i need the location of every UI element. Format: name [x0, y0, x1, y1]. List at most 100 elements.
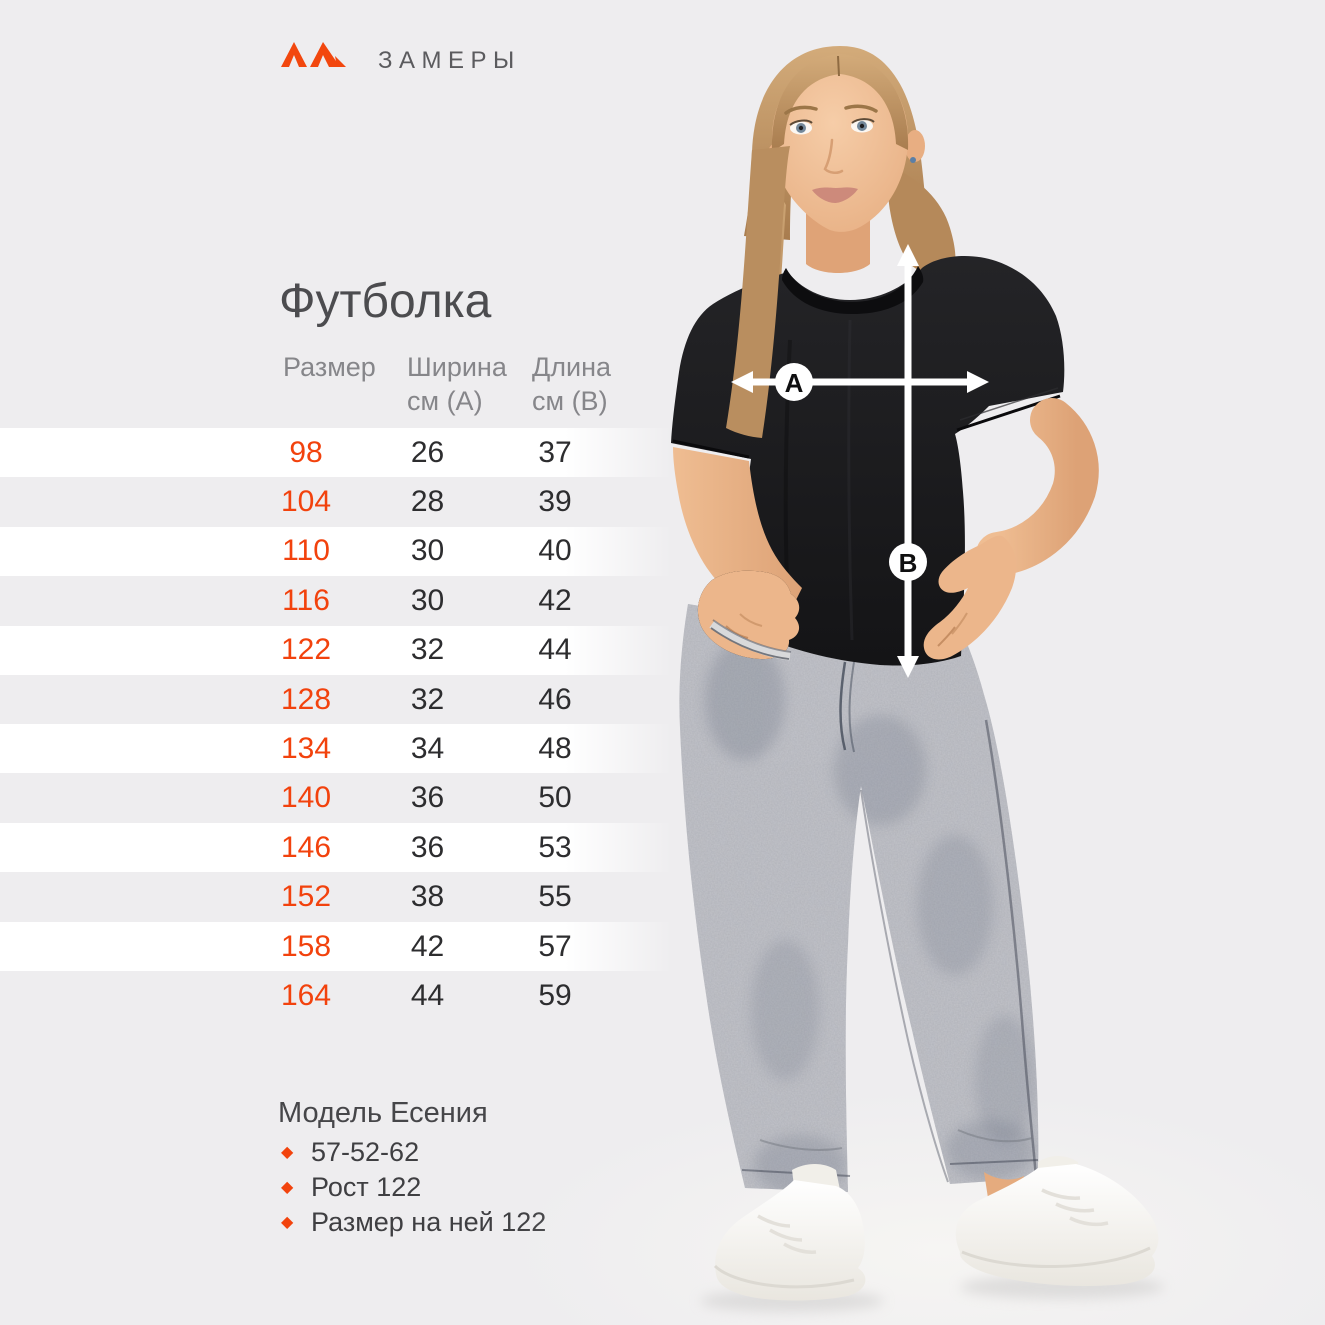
column-header-size: Размер — [283, 352, 376, 382]
t-shirt — [671, 255, 1065, 666]
ankle — [984, 1172, 1024, 1202]
width-cell: 38 — [410, 880, 445, 914]
size-cell: 152 — [280, 880, 332, 914]
double-chevron-logo-icon — [281, 42, 346, 67]
length-label: B — [899, 548, 918, 578]
row-stripe — [0, 922, 684, 971]
length-cell: 48 — [538, 732, 572, 766]
width-cell: 34 — [410, 732, 445, 766]
size-cell: 164 — [280, 978, 332, 1012]
table-row: 134 34 48 — [250, 724, 618, 773]
length-cell: 57 — [538, 929, 572, 963]
left-arm — [673, 447, 802, 661]
size-cell: 104 — [280, 485, 332, 519]
table-row: 104 28 39 — [250, 477, 618, 526]
brand-wordmark: ЗАМЕРЫ — [378, 47, 521, 74]
size-cell: 134 — [280, 732, 332, 766]
model-info-list: ◆ 57-52-62 ◆ Рост 122 ◆ Размер на ней 122 — [281, 1135, 546, 1240]
width-cell: 30 — [410, 583, 445, 617]
table-row: 152 38 55 — [250, 873, 618, 922]
width-cell: 36 — [410, 781, 445, 815]
length-label-circle: B — [889, 543, 927, 581]
eyes — [789, 118, 875, 135]
length-cell: 50 — [538, 781, 572, 815]
row-stripe — [0, 527, 684, 576]
hair-part — [837, 55, 840, 77]
bullet-text: 57-52-62 — [311, 1137, 420, 1167]
width-cell: 26 — [410, 435, 445, 469]
length-cell: 39 — [538, 485, 572, 519]
width-cell: 30 — [410, 534, 445, 568]
jeans — [679, 604, 1039, 1192]
size-cell: 128 — [280, 682, 332, 716]
row-stripe — [0, 626, 684, 675]
bullet-text: Рост 122 — [311, 1172, 422, 1202]
width-label: A — [785, 368, 804, 398]
table-row: 116 30 42 — [250, 576, 618, 625]
sneaker-left — [713, 1164, 866, 1301]
width-cell: 42 — [410, 929, 445, 963]
length-cell: 53 — [538, 830, 572, 864]
row-stripe — [0, 724, 684, 773]
size-cell: 140 — [280, 781, 332, 815]
shoe-shadows — [700, 1275, 1164, 1312]
hair-cap — [771, 54, 909, 152]
width-cell: 36 — [410, 830, 445, 864]
length-cell: 59 — [538, 978, 572, 1012]
row-stripe — [0, 428, 684, 477]
pocket-trim — [709, 620, 791, 661]
width-cell: 32 — [410, 633, 445, 667]
table-row: 98 26 37 — [250, 428, 618, 477]
face — [771, 54, 909, 232]
size-cell: 116 — [282, 583, 330, 617]
column-header-width: Ширина см (A) — [407, 352, 507, 416]
list-item: ◆ 57-52-62 — [281, 1135, 546, 1170]
length-arrow — [897, 244, 919, 678]
size-cell: 98 — [289, 435, 323, 469]
length-cell: 55 — [538, 880, 572, 914]
neck — [806, 204, 870, 273]
earring-icon — [773, 167, 779, 173]
width-cell: 28 — [410, 485, 445, 519]
fly-seam — [839, 661, 847, 751]
table-row: 122 32 44 — [250, 626, 618, 675]
page-title: Футболка — [279, 275, 492, 328]
lips — [812, 187, 858, 203]
bullet-diamond-icon: ◆ — [281, 1143, 294, 1161]
length-cell: 42 — [538, 583, 572, 617]
sneaker-right — [955, 1156, 1159, 1287]
width-label-circle: A — [775, 363, 813, 401]
list-item: ◆ Рост 122 — [281, 1170, 546, 1205]
length-cell: 46 — [538, 682, 572, 716]
length-cell: 37 — [538, 435, 572, 469]
model-info-heading: Модель Есения — [278, 1097, 488, 1129]
size-cell: 158 — [280, 929, 332, 963]
nose — [823, 138, 844, 174]
ears — [767, 130, 925, 173]
earring-icon — [910, 157, 916, 163]
size-cell: 110 — [282, 534, 330, 568]
table-row: 140 36 50 — [250, 774, 618, 823]
size-table: 98 26 37 104 28 39 110 30 40 116 30 42 122 32 44 1… — [250, 428, 618, 1021]
row-stripe — [0, 823, 684, 872]
list-item: ◆ Размер на ней 122 — [281, 1205, 546, 1240]
left-hand — [697, 570, 800, 660]
right-hand — [923, 535, 1017, 660]
size-cell: 146 — [280, 830, 332, 864]
hair — [726, 46, 956, 438]
width-arrow — [731, 371, 989, 393]
bullet-text: Размер на ней 122 — [311, 1207, 547, 1237]
side-seam — [984, 719, 1038, 1179]
brand-logo — [279, 40, 347, 69]
table-row: 110 30 40 — [250, 527, 618, 576]
table-row: 164 44 59 — [250, 971, 618, 1020]
table-row: 128 32 46 — [250, 675, 618, 724]
table-row: 158 42 57 — [250, 922, 618, 971]
width-cell: 44 — [410, 978, 445, 1012]
length-cell: 40 — [538, 534, 572, 568]
table-row: 146 36 53 — [250, 823, 618, 872]
width-cell: 32 — [410, 682, 445, 716]
collar — [782, 266, 924, 314]
hair-front-strand — [726, 146, 790, 438]
